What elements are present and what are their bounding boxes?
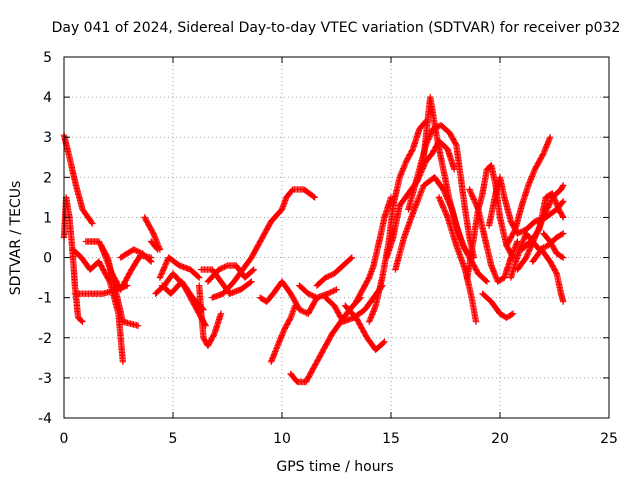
data-markers: [156, 254, 203, 281]
grid: [64, 57, 609, 418]
y-tick-label: -4: [38, 411, 52, 427]
series-t33: [479, 290, 517, 321]
series-t06: [97, 242, 155, 293]
series-t35: [503, 134, 554, 249]
series-t40: [540, 230, 567, 261]
data-markers: [366, 118, 430, 325]
series-t10: [156, 254, 203, 281]
y-tick-label: -1: [38, 291, 52, 307]
data-markers: [405, 122, 477, 261]
series-t17: [257, 278, 321, 317]
data-markers: [313, 254, 355, 289]
data-markers: [196, 282, 225, 349]
y-tick-label: -3: [38, 371, 52, 387]
data-markers: [479, 290, 517, 321]
series-t38: [518, 190, 567, 253]
series-t09: [148, 238, 161, 253]
series-t20: [296, 282, 340, 301]
series-t21: [313, 254, 355, 289]
series-t23: [342, 302, 388, 353]
y-tick-label: 3: [43, 130, 52, 146]
series-t07: [117, 246, 155, 265]
y-tick-label: 1: [43, 210, 52, 226]
x-tick-label: 10: [273, 431, 291, 447]
series-t13: [196, 282, 225, 349]
series-t25: [366, 118, 430, 325]
series-t39: [529, 246, 567, 305]
data-markers: [287, 294, 364, 386]
data-markers: [209, 186, 318, 301]
series-t18: [267, 302, 299, 365]
series-t16: [209, 186, 318, 301]
series-t24: [352, 194, 395, 305]
data-markers: [503, 134, 554, 249]
y-tick-label: -2: [38, 331, 52, 347]
series-t34: [485, 174, 567, 237]
series-t08: [141, 214, 164, 253]
data-markers: [485, 174, 567, 237]
data-series: [60, 93, 567, 386]
data-markers: [257, 278, 321, 317]
data-markers: [267, 302, 299, 365]
series-t19: [287, 294, 364, 386]
data-markers: [117, 246, 155, 265]
series-t32: [466, 186, 521, 285]
x-tick-label: 25: [600, 431, 618, 447]
y-axis-label: SDTVAR / TECUs: [8, 181, 24, 296]
y-tick-label: 2: [43, 170, 52, 186]
x-axis-label: GPS time / hours: [276, 459, 393, 475]
data-markers: [97, 242, 155, 293]
plot-frame: [63, 56, 610, 419]
data-markers: [296, 282, 340, 301]
series-t29: [420, 93, 491, 285]
axis-ticks: [63, 56, 610, 419]
data-markers: [529, 246, 567, 305]
x-tick-label: 0: [60, 431, 69, 447]
data-markers: [420, 93, 491, 285]
y-tick-label: 5: [43, 50, 52, 66]
tick-labels: 0 5 10 15 20 25 -4 -3 -2 -1 0 1 2 3 4 5: [38, 50, 618, 447]
x-tick-label: 5: [169, 431, 178, 447]
chart-title: Day 041 of 2024, Sidereal Day-to-day VTE…: [52, 20, 621, 36]
data-markers: [466, 186, 521, 285]
data-markers: [352, 194, 395, 305]
data-markers: [540, 230, 567, 261]
data-markers: [518, 190, 567, 253]
data-markers: [141, 214, 164, 253]
x-tick-label: 20: [491, 431, 509, 447]
y-tick-label: 0: [43, 251, 52, 267]
y-tick-label: 4: [43, 90, 52, 106]
data-markers: [148, 238, 161, 253]
series-t28: [405, 122, 477, 261]
data-markers: [342, 302, 388, 353]
x-tick-label: 15: [382, 431, 400, 447]
